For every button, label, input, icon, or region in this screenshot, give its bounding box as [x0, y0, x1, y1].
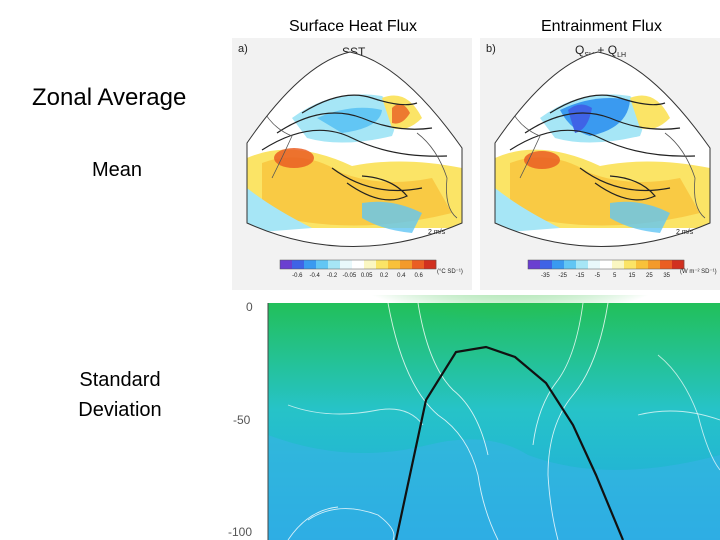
colorbar-tick-label: -0.2 [327, 273, 338, 279]
row-label-standard-deviation: Standard Deviation [60, 365, 180, 425]
colorbar-swatch [388, 260, 401, 269]
colorbar-swatch [316, 260, 329, 269]
colorbar-frame [279, 259, 437, 270]
colorbar-tick-label: 0.4 [397, 273, 406, 279]
map-panel-heat-flux: b) QSH + QLH 2 m/s (W m⁻² SD⁻¹) -35-25-1… [480, 38, 720, 290]
row-label-mean: Mean [92, 159, 143, 181]
colorbar-b [527, 259, 685, 270]
y-tick-minus-50: -50 [233, 413, 251, 427]
colorbar-swatch [564, 260, 577, 269]
colorbar-a-unit: (°C SD⁻¹) [437, 269, 463, 275]
colorbar-swatch [376, 260, 389, 269]
map-panel-sst: a) SST 2 m/s (°C SD⁻¹) -0.6 -0.4 -0.2 -0.05… [232, 38, 472, 290]
colorbar-tick-label: -5 [595, 273, 601, 279]
colorbar-tick-label: 5 [613, 273, 617, 279]
colorbar-swatch [600, 260, 613, 269]
panel-a-tag: a) [238, 43, 248, 55]
colorbar-tick-label: 15 [629, 273, 636, 279]
cross-section-panel: 0 -50 -100 [228, 295, 720, 540]
colorbar-swatch [648, 260, 661, 269]
row-label-standard: Standard [79, 369, 161, 391]
colorbar-swatch [400, 260, 413, 269]
colorbar-a-ticks: -0.6 -0.4 -0.2 -0.05 0.05 0.2 0.4 0.6 [292, 273, 423, 279]
colorbar-swatch [340, 260, 353, 269]
colorbar-tick-label: 0.05 [361, 273, 373, 279]
colorbar-tick-label: -35 [541, 273, 550, 279]
mixed-layer-depth-line [394, 345, 625, 540]
colorbar-tick-label: -25 [558, 273, 567, 279]
colorbar-swatch [552, 260, 565, 269]
colorbar-tick-label: 0.2 [380, 273, 389, 279]
colorbar-b-ticks: -35 -25 -15 -5 5 15 25 35 [541, 273, 671, 279]
colorbar-swatch [528, 260, 541, 269]
colorbar-tick-label: 35 [663, 273, 670, 279]
colorbar-swatch [636, 260, 649, 269]
colorbar-tick-label: -0.6 [292, 273, 303, 279]
colorbar-a [279, 259, 437, 270]
colorbar-tick-label: -15 [576, 273, 585, 279]
panel-b-vector-scale: 2 m/s [676, 229, 694, 236]
colorbar-swatch [292, 260, 305, 269]
panel-a-vector-scale: 2 m/s [428, 229, 446, 236]
colorbar-swatch [328, 260, 341, 269]
colorbar-b-unit: (W m⁻² SD⁻¹) [680, 269, 717, 275]
y-tick-0: 0 [246, 300, 253, 314]
colorbar-swatch [588, 260, 601, 269]
colorbar-tick-label: -0.4 [309, 273, 320, 279]
column-title-entrainment-flux: Entrainment Flux [541, 18, 662, 35]
colorbar-swatch [612, 260, 625, 269]
colorbar-tick-label: 25 [646, 273, 653, 279]
colorbar-swatch [576, 260, 589, 269]
colorbar-swatch [280, 260, 293, 269]
panel-b-tag: b) [486, 43, 496, 55]
colorbar-swatch [424, 260, 437, 269]
colorbar-tick-label: 0.6 [414, 273, 423, 279]
column-title-surface-heat-flux: Surface Heat Flux [289, 18, 418, 35]
colorbar-swatch [660, 260, 673, 269]
colorbar-swatch [672, 260, 685, 269]
row-title-zonal-average: Zonal Average [32, 84, 187, 111]
colorbar-swatch [352, 260, 365, 269]
colorbar-swatch [412, 260, 425, 269]
colorbar-swatch [364, 260, 377, 269]
y-tick-minus-100: -100 [228, 525, 252, 539]
row-label-deviation: Deviation [78, 399, 162, 421]
colorbar-tick-label: -0.05 [342, 273, 356, 279]
colorbar-frame [527, 259, 685, 270]
colorbar-swatch [304, 260, 317, 269]
colorbar-swatch [540, 260, 553, 269]
colorbar-swatch [624, 260, 637, 269]
